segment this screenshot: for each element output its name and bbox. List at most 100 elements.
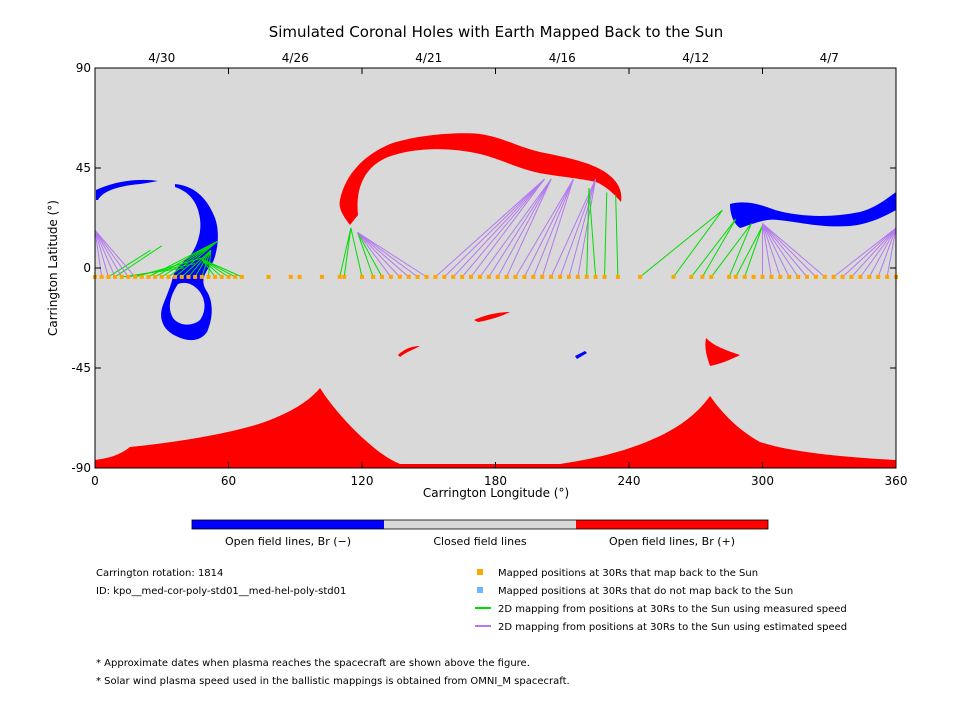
mapped-point bbox=[146, 274, 151, 279]
mapped-point bbox=[371, 274, 376, 279]
mapping-line-estimated bbox=[886, 227, 897, 277]
mapped-point bbox=[424, 274, 429, 279]
top-date-label: 4/12 bbox=[682, 51, 709, 65]
mapped-point bbox=[153, 274, 158, 279]
legend-label-measured: 2D mapping from positions at 30Rs to the… bbox=[498, 604, 847, 615]
mapped-point bbox=[504, 274, 509, 279]
y-tick-label: 90 bbox=[76, 61, 91, 75]
mapping-line-estimated bbox=[842, 227, 897, 278]
coronal-hole-positive-patch-2 bbox=[398, 346, 420, 357]
mapping-line-estimated bbox=[762, 223, 817, 278]
x-tick-label: 240 bbox=[618, 474, 641, 488]
y-tick-label: 45 bbox=[76, 161, 91, 175]
mapped-point bbox=[477, 274, 482, 279]
mapped-point bbox=[549, 274, 554, 279]
mapped-point bbox=[638, 274, 643, 279]
top-date-ticks: 4/30 4/26 4/21 4/16 4/12 4/7 bbox=[148, 51, 839, 65]
y-axis-ticks: 90 45 0 -45 -90 bbox=[71, 61, 896, 475]
mapped-point bbox=[858, 274, 863, 279]
mapping-lines bbox=[94, 178, 897, 278]
mapped-point bbox=[319, 274, 324, 279]
mapping-line-measured bbox=[168, 240, 218, 278]
mapped-point bbox=[805, 274, 809, 279]
top-date-label: 4/30 bbox=[148, 51, 175, 65]
mapping-line-estimated bbox=[479, 178, 552, 278]
colorbar-frame bbox=[191, 519, 769, 530]
mapped-point bbox=[139, 274, 144, 279]
mapped-point bbox=[406, 274, 411, 279]
mapped-point bbox=[469, 274, 474, 279]
coronal-hole-positive-patch-3 bbox=[705, 338, 740, 366]
mapped-point bbox=[831, 274, 836, 279]
x-axis-label: Carrington Longitude (°) bbox=[423, 486, 569, 500]
mapping-line-estimated bbox=[851, 227, 897, 278]
mapping-line-estimated bbox=[497, 178, 552, 278]
mapped-point bbox=[566, 274, 571, 279]
mapping-line-measured bbox=[174, 240, 218, 278]
mapping-line-estimated bbox=[94, 229, 129, 278]
mapped-point bbox=[602, 274, 607, 279]
mapped-point bbox=[99, 274, 104, 279]
mapping-line-estimated bbox=[523, 178, 574, 278]
mapped-point bbox=[531, 274, 536, 279]
mapping-line-estimated bbox=[506, 178, 552, 278]
legend-unmapped-square bbox=[477, 587, 483, 593]
mapped-point bbox=[742, 274, 747, 279]
mapped-point bbox=[342, 274, 347, 279]
mapped-point bbox=[849, 274, 854, 279]
mapping-line-measured bbox=[108, 249, 151, 278]
mapped-point bbox=[219, 274, 224, 279]
mapped-point bbox=[584, 274, 589, 279]
mapping-line-measured bbox=[690, 218, 737, 278]
colorbar-label-closed: Closed field lines bbox=[433, 535, 527, 548]
mapping-line-estimated bbox=[94, 229, 123, 278]
mapping-line-measured bbox=[710, 223, 752, 278]
mapping-line-estimated bbox=[868, 227, 897, 278]
mapped-point bbox=[159, 274, 164, 279]
mapped-point bbox=[885, 274, 890, 279]
mapping-line-estimated bbox=[859, 227, 897, 278]
mapped-point bbox=[760, 274, 765, 279]
mapped-point bbox=[288, 274, 293, 279]
mapped-point bbox=[822, 274, 827, 279]
mapping-line-measured bbox=[586, 187, 590, 277]
mapping-line-estimated bbox=[94, 230, 116, 278]
mapping-line-measured bbox=[181, 249, 212, 278]
mapping-line-estimated bbox=[532, 178, 574, 278]
mapped-point bbox=[689, 274, 694, 279]
legend-label-unmapped: Mapped positions at 30Rs that do not map… bbox=[498, 586, 793, 597]
top-date-label: 4/26 bbox=[282, 51, 309, 65]
x-tick-label: 120 bbox=[351, 474, 374, 488]
run-id-label: ID: kpo__med-cor-poly-std01__med-hel-pol… bbox=[96, 586, 346, 597]
colorbar-label-positive: Open field lines, Br (+) bbox=[609, 535, 735, 548]
mapping-line-estimated bbox=[470, 178, 545, 278]
mapped-point bbox=[575, 274, 580, 279]
mapped-point bbox=[193, 274, 198, 279]
mapping-line-estimated bbox=[94, 230, 109, 278]
legend: Mapped positions at 30Rs that map back t… bbox=[475, 568, 847, 633]
mapped-point bbox=[778, 274, 783, 279]
mapping-line-measured bbox=[201, 258, 243, 278]
mapped-point bbox=[451, 274, 456, 279]
coronal-hole-positive-south bbox=[95, 388, 896, 468]
mapping-line-estimated bbox=[357, 232, 392, 278]
mapping-line-measured bbox=[588, 187, 597, 277]
mapped-point bbox=[133, 274, 138, 279]
footnote-speed: * Solar wind plasma speed used in the ba… bbox=[96, 676, 570, 687]
mapping-line-estimated bbox=[461, 178, 545, 278]
mapped-point bbox=[733, 274, 738, 279]
top-date-label: 4/16 bbox=[549, 51, 576, 65]
mapped-point bbox=[840, 274, 845, 279]
mapped-point bbox=[433, 274, 438, 279]
y-axis-label: Carrington Latitude (°) bbox=[46, 200, 60, 336]
mapping-line-estimated bbox=[550, 178, 597, 278]
colorbar: Open field lines, Br (−) Closed field li… bbox=[191, 519, 769, 548]
mapped-point bbox=[787, 274, 792, 279]
mapped-point bbox=[709, 274, 714, 279]
mapped-point bbox=[199, 274, 204, 279]
mapped-point bbox=[671, 274, 676, 279]
legend-label-estimated: 2D mapping from positions at 30Rs to the… bbox=[498, 622, 847, 633]
mapped-point bbox=[769, 274, 774, 279]
mapping-line-estimated bbox=[762, 223, 799, 278]
